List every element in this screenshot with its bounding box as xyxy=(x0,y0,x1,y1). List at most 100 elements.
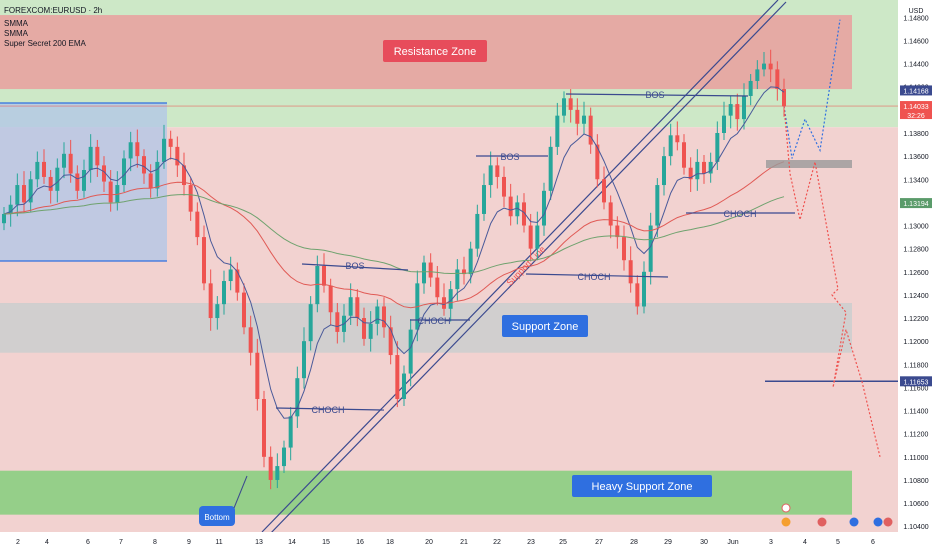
candle-body xyxy=(28,179,33,203)
support-zone-label-bg xyxy=(502,315,588,337)
time-axis-tick: 22 xyxy=(493,539,501,546)
event-icon[interactable] xyxy=(883,517,893,527)
price-axis-tick: 1.12400 xyxy=(903,293,928,300)
candle-body xyxy=(2,213,6,224)
heavy-support-zone xyxy=(0,470,852,515)
price-axis-tick: 1.14400 xyxy=(903,62,928,69)
candle-body xyxy=(128,142,133,159)
price-axis-tick: 1.12600 xyxy=(903,270,928,277)
candle-body xyxy=(255,352,260,399)
candle-body xyxy=(95,146,100,166)
candle-body xyxy=(75,173,80,191)
structure-label: CHOCH xyxy=(418,316,451,326)
time-axis-tick: 18 xyxy=(386,539,394,546)
candle-body xyxy=(228,269,233,282)
header-indicator: SMMA xyxy=(4,19,29,28)
candle-body xyxy=(182,165,186,186)
structure-line xyxy=(275,407,385,411)
candle-body xyxy=(668,135,673,157)
candle-body xyxy=(515,202,520,217)
price-axis-tick: 1.13800 xyxy=(903,131,928,138)
candle-body xyxy=(22,185,26,203)
time-axis-tick: 13 xyxy=(255,539,263,546)
candle-body xyxy=(435,277,440,298)
candle-body xyxy=(768,63,773,70)
time-axis-tick: 2 xyxy=(16,539,20,546)
candle-body xyxy=(82,170,86,191)
time-axis-tick: 4 xyxy=(803,539,807,546)
heavy-support-zone-label: Heavy Support Zone xyxy=(592,481,693,493)
candle-body xyxy=(702,161,706,174)
event-icon[interactable] xyxy=(849,517,859,527)
candle-body xyxy=(648,225,653,272)
candle-body xyxy=(775,69,780,90)
candle-body xyxy=(722,115,726,133)
lightning-icon[interactable] xyxy=(781,503,791,513)
candle-body xyxy=(208,283,213,319)
price-badge: 1.14168 xyxy=(903,88,928,95)
candle-body xyxy=(302,341,306,379)
candle-body xyxy=(202,237,206,284)
candle-body xyxy=(548,146,553,191)
candle-body xyxy=(742,95,746,120)
candle-body xyxy=(508,196,513,217)
projection-red xyxy=(783,106,881,457)
candle-body xyxy=(468,248,473,275)
candle-body xyxy=(748,80,753,96)
candle-body xyxy=(388,327,393,356)
candle-body xyxy=(522,202,526,226)
price-badge: 1.11653 xyxy=(904,379,929,386)
time-axis-tick: 27 xyxy=(595,539,603,546)
candle-body xyxy=(455,269,460,290)
time-axis-tick: 28 xyxy=(630,539,638,546)
time-axis-tick: 30 xyxy=(700,539,708,546)
time-axis-tick: 14 xyxy=(288,539,296,546)
candle-body xyxy=(662,156,666,186)
candle-body xyxy=(755,69,760,81)
candle-body xyxy=(528,225,533,249)
candle-body xyxy=(462,269,466,275)
candle-body xyxy=(235,269,240,293)
structure-label: BOS xyxy=(345,261,364,271)
price-badge: 1.13194 xyxy=(903,201,928,208)
price-axis-tick: 1.14600 xyxy=(903,38,928,45)
event-icon[interactable] xyxy=(873,517,883,527)
candle-body xyxy=(628,260,633,284)
event-icon[interactable] xyxy=(817,517,827,527)
candle-body xyxy=(8,204,13,214)
heavy-support-zone-label-bg xyxy=(572,475,712,497)
candle-body xyxy=(35,161,40,180)
header-indicator: Super Secret 200 EMA xyxy=(4,39,86,48)
time-axis-tick: 29 xyxy=(664,539,672,546)
candle-body xyxy=(48,176,53,191)
support-line-b xyxy=(267,1,787,537)
price-axis-tick: 1.13600 xyxy=(903,154,928,161)
structure-label: CHOCH xyxy=(312,405,345,415)
time-axis-tick: 23 xyxy=(527,539,535,546)
target-box xyxy=(766,160,852,168)
price-axis-tick: 1.11600 xyxy=(904,385,929,392)
candle-body xyxy=(635,283,640,307)
candle-body xyxy=(175,146,180,166)
candle-body xyxy=(368,323,373,339)
price-badge-countdown: 32:26 xyxy=(907,113,925,120)
time-axis-tick: 15 xyxy=(322,539,330,546)
candle-body xyxy=(195,211,200,238)
candle-body xyxy=(762,63,766,70)
price-badge-bg xyxy=(900,198,932,209)
time-axis-tick: 5 xyxy=(836,539,840,546)
candle-body xyxy=(642,271,646,307)
candle-body xyxy=(242,292,246,328)
candle-body xyxy=(55,167,60,191)
candle-body xyxy=(275,466,280,480)
candle-body xyxy=(262,399,266,457)
candle-body xyxy=(115,185,120,203)
time-axis-tick: 6 xyxy=(86,539,90,546)
candle-body xyxy=(475,213,480,249)
candle-body xyxy=(495,165,500,177)
bottom-label-bg xyxy=(199,506,235,526)
event-icon[interactable] xyxy=(781,517,791,527)
candle-body xyxy=(135,142,140,157)
structure-label: CHOCH xyxy=(578,272,611,282)
